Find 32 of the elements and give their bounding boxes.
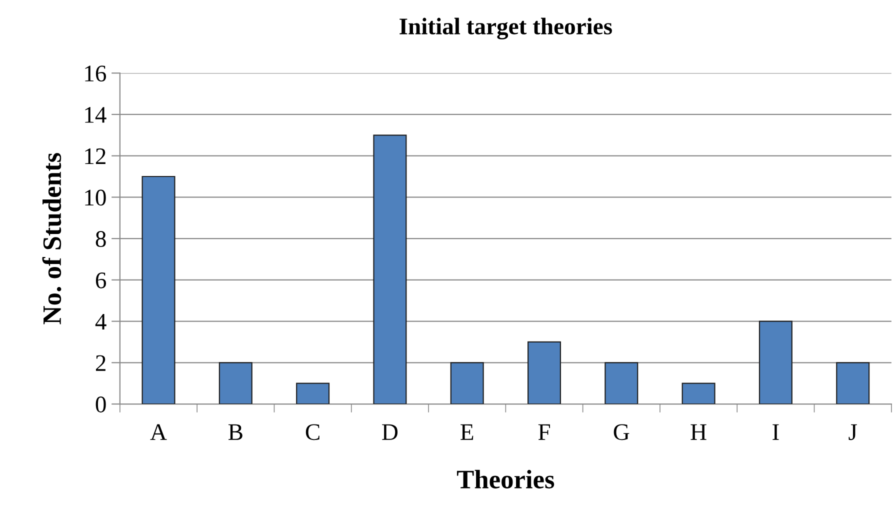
- y-axis-title: No. of Students: [42, 153, 62, 324]
- bar: [527, 341, 562, 404]
- y-tick-label: 12: [85, 148, 106, 164]
- bar: [218, 362, 252, 404]
- y-tick-label: 2: [96, 355, 106, 371]
- x-tick-label: I: [772, 424, 779, 440]
- x-tick-label: C: [306, 424, 320, 440]
- bar: [604, 362, 638, 404]
- y-tick-label: 0: [96, 396, 106, 412]
- x-tick-label: F: [538, 424, 550, 440]
- bar: [758, 320, 792, 404]
- bar: [296, 382, 330, 404]
- y-tick-label: 14: [85, 107, 106, 123]
- y-tick-label: 8: [96, 231, 106, 247]
- y-tick-label: 6: [96, 272, 106, 288]
- x-tick-label: E: [460, 424, 474, 440]
- y-tick-label: 10: [85, 190, 106, 206]
- bar: [836, 362, 870, 404]
- bar: [682, 382, 716, 404]
- x-axis-title: Theories: [456, 470, 554, 488]
- y-tick-label: 4: [95, 314, 106, 330]
- chart-title: Initial target theories: [400, 18, 612, 40]
- x-tick-label: A: [150, 424, 167, 440]
- x-tick-label: B: [228, 424, 242, 440]
- x-tick-label: J: [848, 424, 857, 440]
- x-tick-label: G: [614, 424, 630, 440]
- bar: [373, 134, 407, 404]
- x-tick-label: D: [382, 424, 398, 440]
- bar: [450, 362, 484, 404]
- bar: [142, 176, 176, 404]
- x-tick-label: H: [690, 424, 706, 440]
- y-tick-label: 16: [85, 66, 106, 82]
